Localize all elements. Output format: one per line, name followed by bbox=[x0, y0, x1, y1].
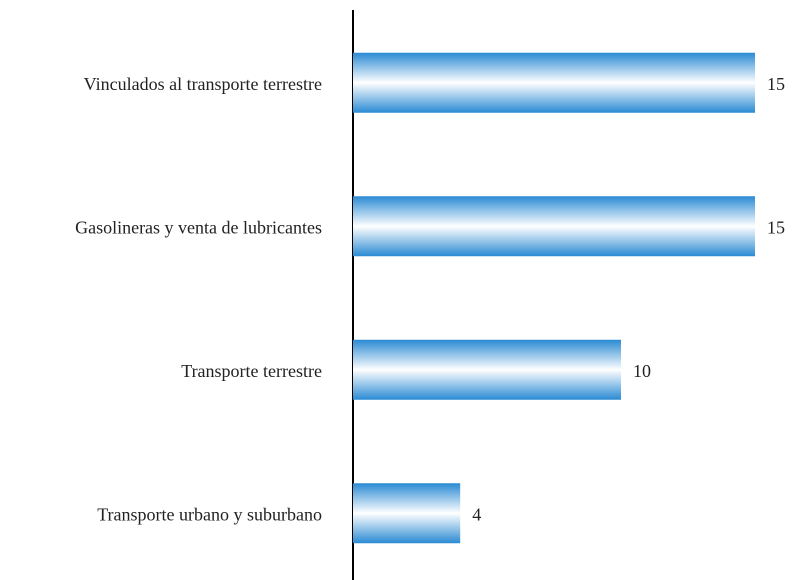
bar bbox=[353, 52, 755, 113]
value-label: 15 bbox=[767, 217, 785, 237]
value-label: 15 bbox=[767, 74, 785, 94]
value-label: 10 bbox=[633, 361, 651, 381]
category-label: Gasolineras y venta de lubricantes bbox=[75, 217, 322, 237]
value-label: 4 bbox=[472, 504, 481, 524]
bar bbox=[353, 483, 461, 544]
bar bbox=[353, 339, 621, 400]
category-label: Transporte urbano y suburbano bbox=[97, 504, 322, 524]
category-label: Transporte terrestre bbox=[181, 361, 322, 381]
category-label: Vinculados al transporte terrestre bbox=[84, 74, 322, 94]
bar bbox=[353, 196, 755, 257]
